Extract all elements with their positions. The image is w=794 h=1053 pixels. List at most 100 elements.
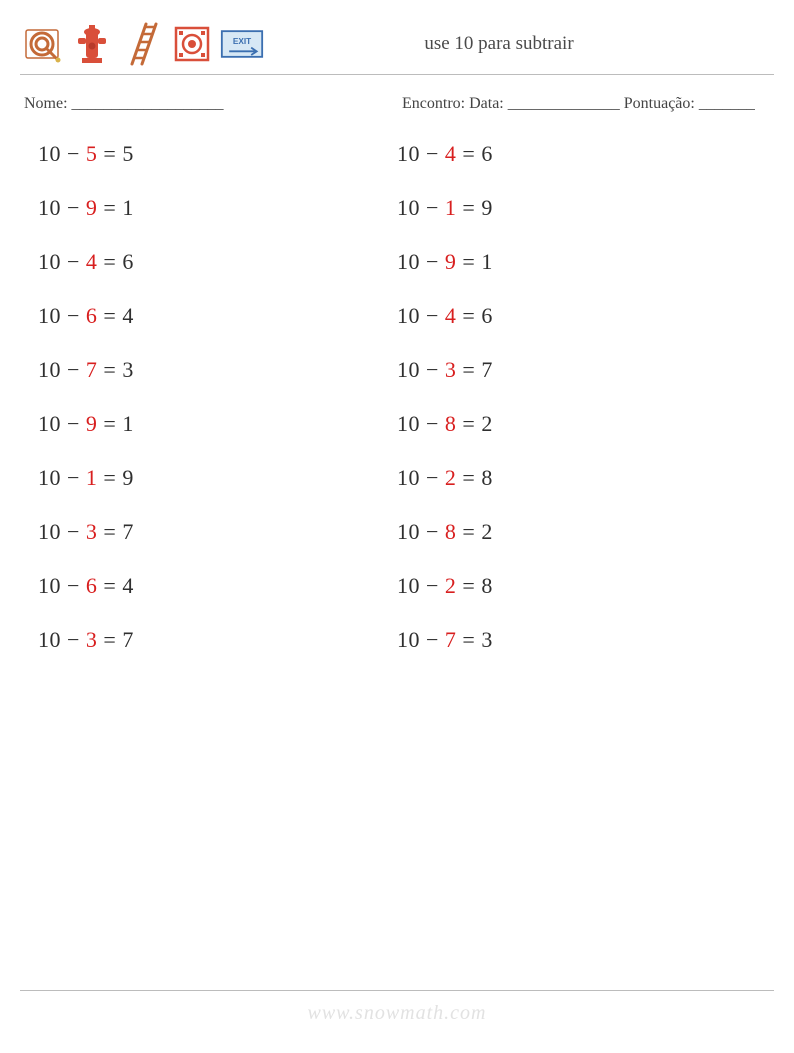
equals: =: [103, 465, 116, 490]
problem-row: 10 − 8 = 2: [397, 519, 756, 545]
subtrahend: 8: [445, 411, 457, 436]
info-row: Nome: ___________________ Encontro: Data…: [20, 95, 774, 113]
fire-alarm-icon: [170, 22, 214, 66]
operator: −: [67, 465, 80, 490]
answer: 1: [122, 411, 134, 436]
operator: −: [426, 195, 439, 220]
answer: 1: [481, 249, 493, 274]
answer: 6: [481, 141, 493, 166]
minuend: 10: [38, 411, 61, 436]
answer: 5: [122, 141, 134, 166]
problems-grid: 10 − 5 = 510 − 9 = 110 − 4 = 610 − 6 = 4…: [20, 141, 774, 681]
minuend: 10: [397, 357, 420, 382]
minuend: 10: [397, 465, 420, 490]
subtrahend: 7: [86, 357, 98, 382]
equals: =: [103, 249, 116, 274]
equals: =: [103, 573, 116, 598]
problems-col-right: 10 − 4 = 610 − 1 = 910 − 9 = 110 − 4 = 6…: [397, 141, 756, 681]
minuend: 10: [397, 627, 420, 652]
operator: −: [67, 141, 80, 166]
problem-row: 10 − 1 = 9: [397, 195, 756, 221]
answer: 9: [122, 465, 134, 490]
equals: =: [462, 573, 475, 598]
equals: =: [103, 195, 116, 220]
operator: −: [67, 303, 80, 328]
operator: −: [426, 519, 439, 544]
subtrahend: 1: [445, 195, 457, 220]
answer: 2: [481, 519, 493, 544]
equals: =: [103, 303, 116, 328]
worksheet-title: use 10 para subtrair: [264, 33, 774, 55]
date-score-field: Encontro: Data: ______________ Pontuação…: [392, 95, 770, 113]
operator: −: [426, 411, 439, 436]
subtrahend: 9: [86, 195, 98, 220]
watermark: www.snowmath.com: [0, 1002, 794, 1025]
problem-row: 10 − 4 = 6: [38, 249, 397, 275]
subtrahend: 4: [86, 249, 98, 274]
problem-row: 10 − 4 = 6: [397, 141, 756, 167]
equals: =: [103, 411, 116, 436]
hydrant-icon: [70, 22, 114, 66]
operator: −: [67, 357, 80, 382]
answer: 6: [481, 303, 493, 328]
problems-col-left: 10 − 5 = 510 − 9 = 110 − 4 = 610 − 6 = 4…: [38, 141, 397, 681]
worksheet-page: EXIT use 10 para subtrair Nome: ________…: [0, 0, 794, 1053]
operator: −: [67, 573, 80, 598]
subtrahend: 5: [86, 141, 98, 166]
subtrahend: 6: [86, 303, 98, 328]
exit-sign-icon: EXIT: [220, 22, 264, 66]
minuend: 10: [38, 465, 61, 490]
subtrahend: 3: [86, 627, 98, 652]
minuend: 10: [38, 249, 61, 274]
ladder-icon: [120, 22, 164, 66]
equals: =: [103, 357, 116, 382]
minuend: 10: [397, 519, 420, 544]
operator: −: [426, 141, 439, 166]
problem-row: 10 − 3 = 7: [38, 627, 397, 653]
header: EXIT use 10 para subtrair: [20, 22, 774, 75]
answer: 3: [122, 357, 134, 382]
minuend: 10: [38, 195, 61, 220]
operator: −: [426, 357, 439, 382]
answer: 8: [481, 573, 493, 598]
answer: 9: [481, 195, 493, 220]
subtrahend: 8: [445, 519, 457, 544]
operator: −: [67, 519, 80, 544]
answer: 8: [481, 465, 493, 490]
equals: =: [462, 627, 475, 652]
problem-row: 10 − 1 = 9: [38, 465, 397, 491]
minuend: 10: [38, 357, 61, 382]
operator: −: [426, 303, 439, 328]
equals: =: [462, 303, 475, 328]
problem-row: 10 − 4 = 6: [397, 303, 756, 329]
minuend: 10: [38, 573, 61, 598]
problem-row: 10 − 7 = 3: [38, 357, 397, 383]
equals: =: [462, 465, 475, 490]
answer: 2: [481, 411, 493, 436]
operator: −: [426, 465, 439, 490]
answer: 7: [122, 519, 134, 544]
subtrahend: 9: [445, 249, 457, 274]
subtrahend: 3: [86, 519, 98, 544]
equals: =: [462, 411, 475, 436]
equals: =: [103, 141, 116, 166]
problem-row: 10 − 7 = 3: [397, 627, 756, 653]
operator: −: [67, 411, 80, 436]
answer: 3: [481, 627, 493, 652]
subtrahend: 6: [86, 573, 98, 598]
equals: =: [462, 249, 475, 274]
problem-row: 10 − 9 = 1: [38, 411, 397, 437]
subtrahend: 9: [86, 411, 98, 436]
equals: =: [462, 195, 475, 220]
minuend: 10: [397, 249, 420, 274]
equals: =: [462, 519, 475, 544]
minuend: 10: [397, 141, 420, 166]
operator: −: [426, 249, 439, 274]
problem-row: 10 − 2 = 8: [397, 465, 756, 491]
equals: =: [103, 519, 116, 544]
equals: =: [462, 357, 475, 382]
problem-row: 10 − 3 = 7: [397, 357, 756, 383]
answer: 7: [122, 627, 134, 652]
minuend: 10: [38, 519, 61, 544]
problem-row: 10 − 9 = 1: [397, 249, 756, 275]
